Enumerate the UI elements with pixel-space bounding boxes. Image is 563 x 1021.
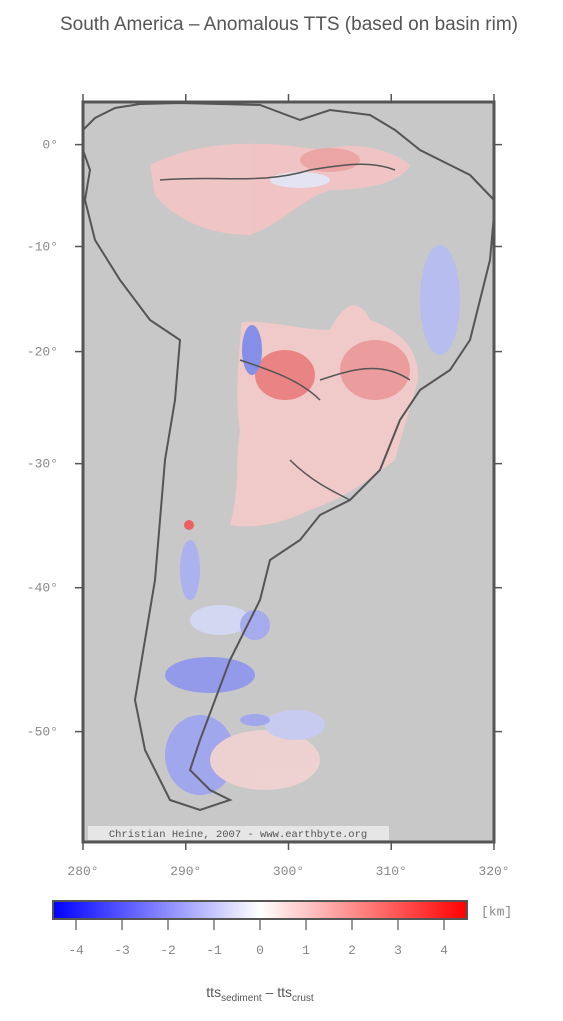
colorbar-tick-label: -4 xyxy=(68,943,84,958)
x-tick-label: 320° xyxy=(478,864,509,879)
credit: Christian Heine, 2007 - www.earthbyte.or… xyxy=(109,829,367,841)
rivers xyxy=(159,163,411,501)
x-tick-label: 290° xyxy=(170,864,201,879)
colorbar-tick-label: -1 xyxy=(206,943,222,958)
y-tick-label: -50° xyxy=(27,725,58,740)
colorbar-label: ttssediment – ttscrust xyxy=(206,984,314,1004)
colorbar-tick-label: -2 xyxy=(160,943,176,958)
y-tick-label: -10° xyxy=(27,239,58,254)
x-tick-label: 280° xyxy=(67,864,98,879)
colorbar-unit: [km] xyxy=(481,904,512,919)
credit-box xyxy=(88,826,389,840)
x-tick-label: 300° xyxy=(273,864,304,879)
label-part: tts xyxy=(206,984,221,1000)
title: South America – Anomalous TTS (based on … xyxy=(60,14,518,35)
label-part: – tts xyxy=(262,984,292,1000)
anomaly-field xyxy=(150,143,460,795)
x-tick-label: 310° xyxy=(376,864,407,879)
colorbar xyxy=(52,900,468,920)
y-tick-label: 0° xyxy=(42,138,58,153)
label-sub: crust xyxy=(292,993,314,1004)
y-tick-label: -30° xyxy=(27,457,58,472)
colorbar-tick-label: 0 xyxy=(256,943,264,958)
y-tick-label: -20° xyxy=(27,345,58,360)
colorbar-tick-label: 4 xyxy=(440,943,448,958)
colorbar-tick-label: 1 xyxy=(302,943,310,958)
label-sub: sediment xyxy=(221,993,262,1004)
map-content xyxy=(83,102,494,812)
y-tick-label: -40° xyxy=(27,581,58,596)
colorbar-tick-label: -3 xyxy=(114,943,130,958)
colorbar-tick-label: 2 xyxy=(348,943,356,958)
colorbar-tick-label: 3 xyxy=(394,943,402,958)
coastline xyxy=(83,102,494,812)
